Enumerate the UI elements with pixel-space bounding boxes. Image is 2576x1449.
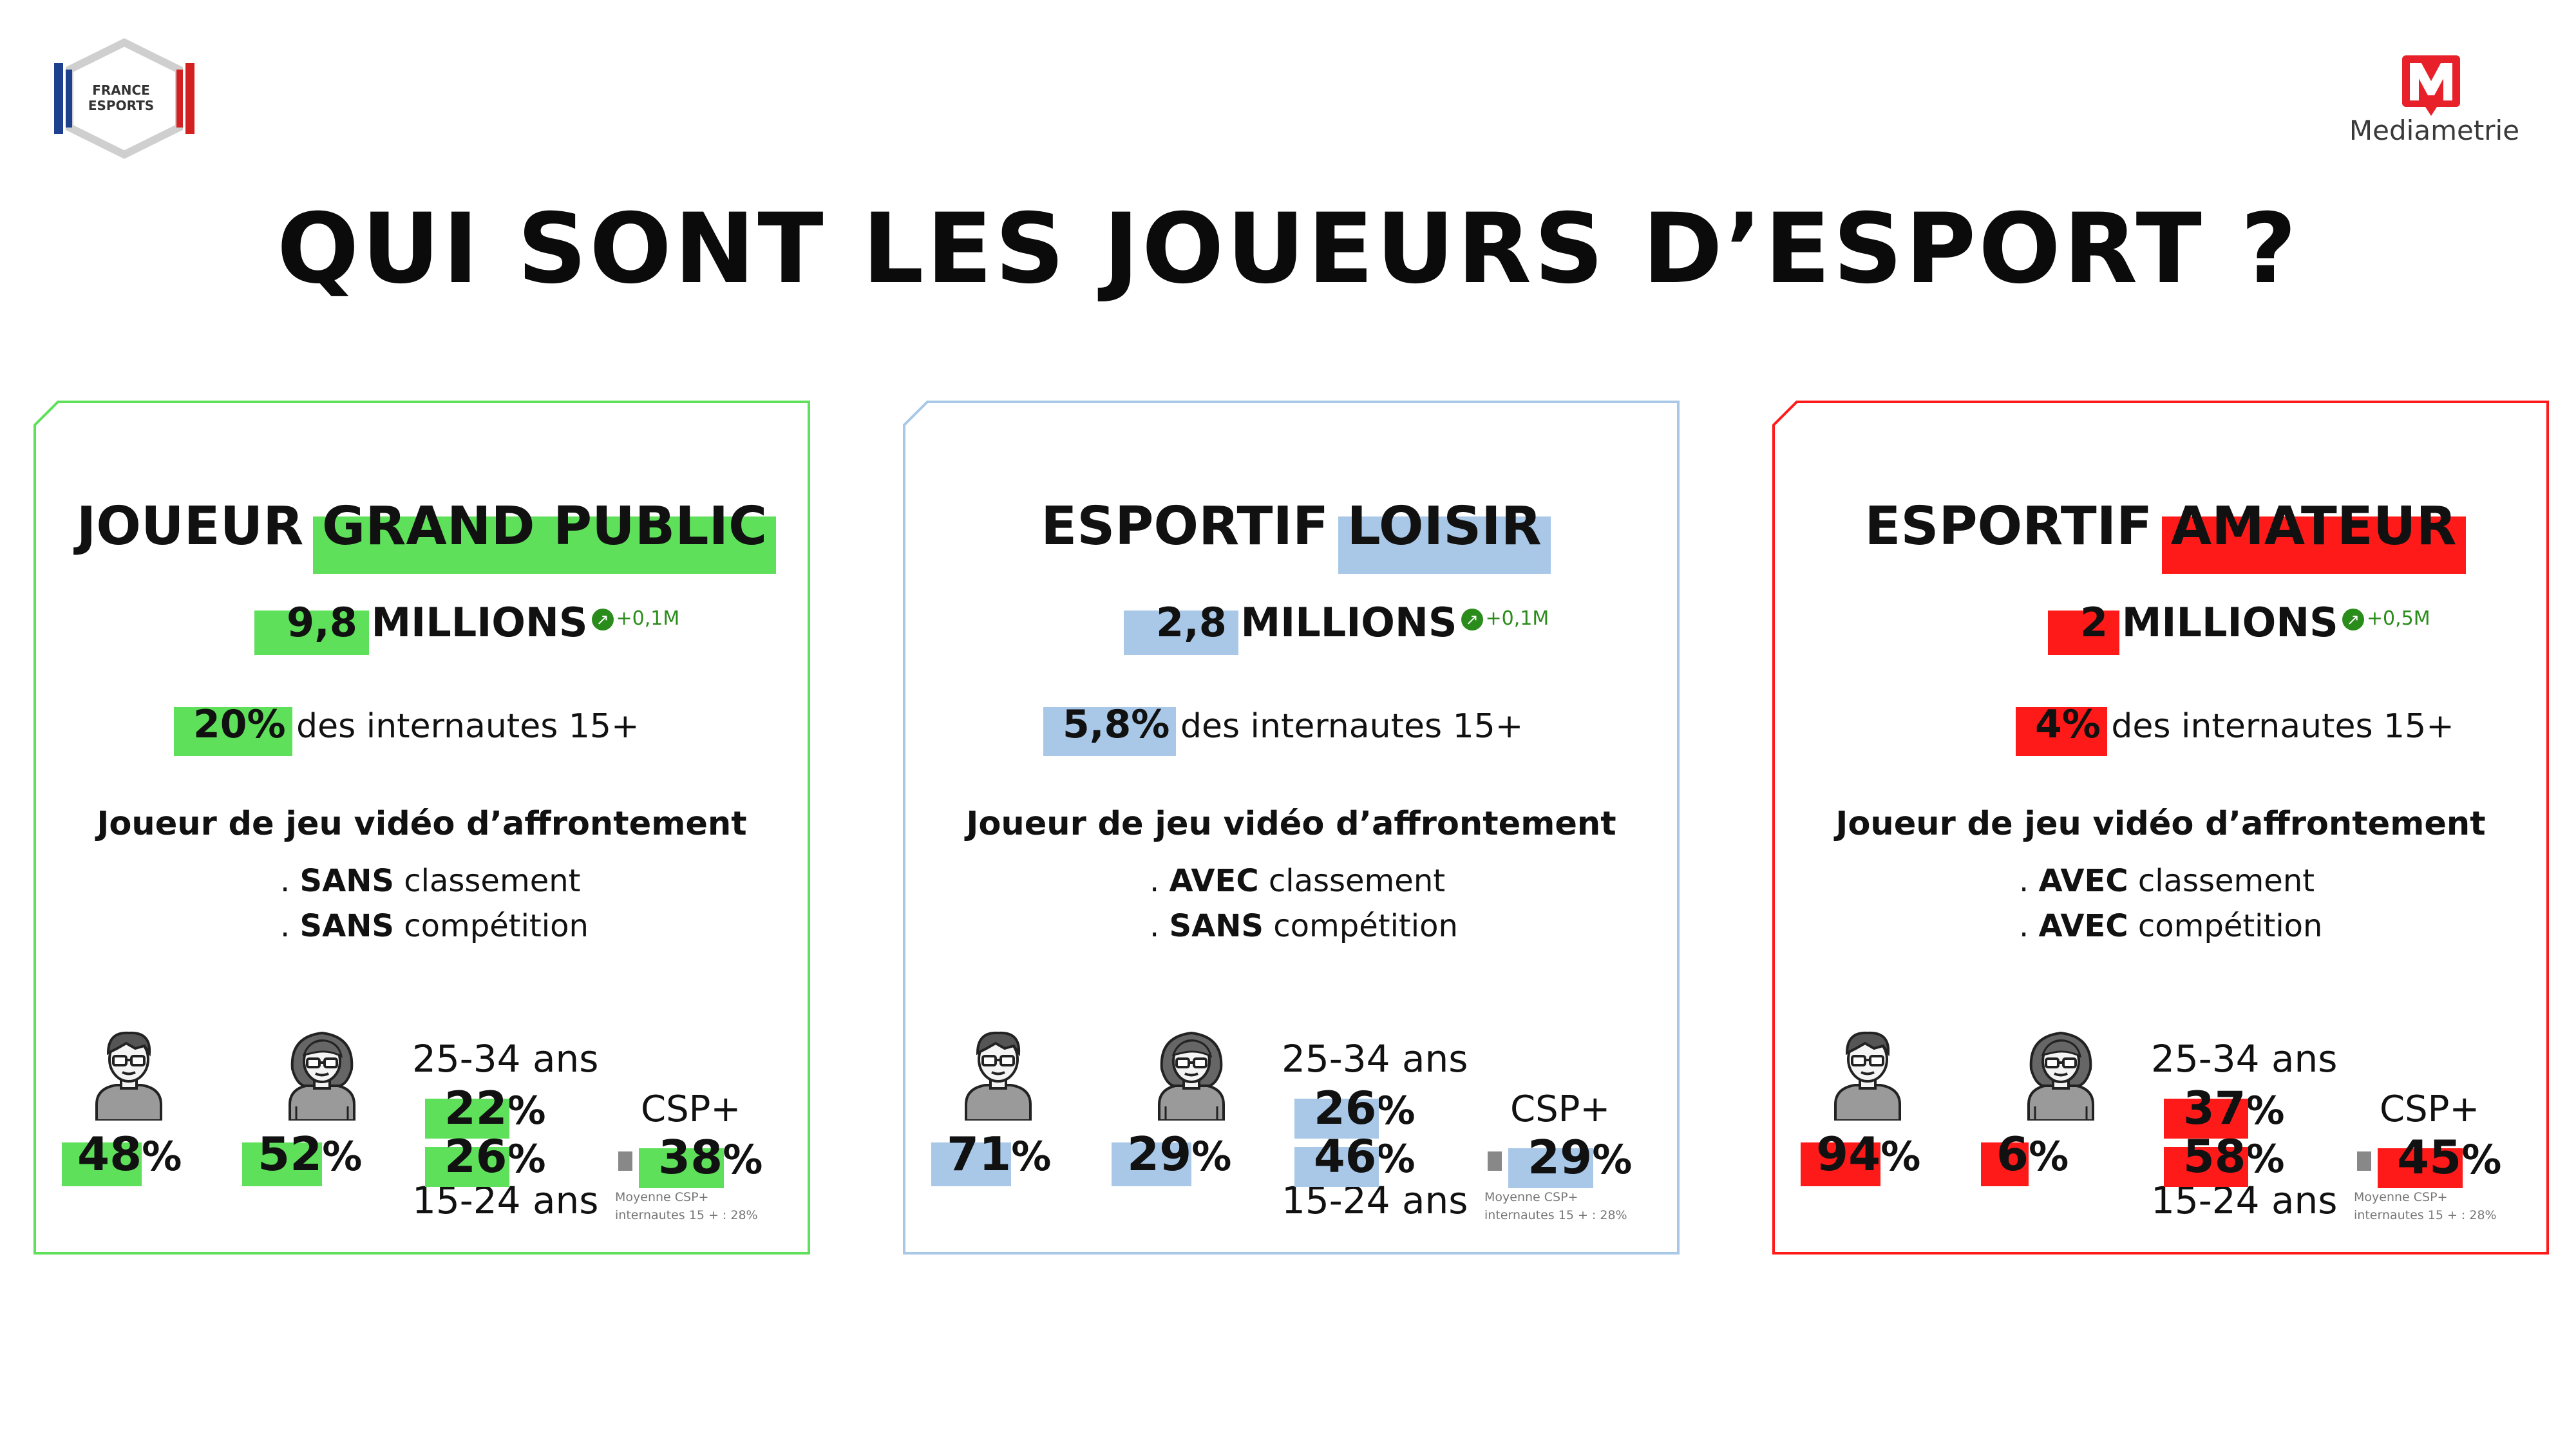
mediametrie-m-logo: [2402, 55, 2460, 116]
male-share: 48%: [61, 1127, 182, 1186]
card-grand-public: JOUEUR GRAND PUBLIC 9,8 MILLIONS ↗ +0,1M 2…: [32, 399, 811, 1256]
csp-average-note: Moyenne CSP+ internautes 15 + : 28%: [2354, 1190, 2497, 1222]
age-share-15-24: 58%: [2163, 1130, 2285, 1187]
age-share-15-24: 46%: [1294, 1130, 1416, 1187]
arrow-up-right-icon: ↗: [591, 609, 614, 630]
csp-plus-label: CSP+: [641, 1088, 741, 1130]
segment-description: Joueur de jeu vidéo d’affrontement: [1835, 805, 2486, 843]
segment-title-highlight: GRAND PUBLIC: [312, 496, 777, 574]
internet-users-share: 5,8% des internautes 15+: [1043, 702, 1524, 756]
csp-plus-share: 29%: [1488, 1130, 1632, 1188]
male-gamer-icon: [1829, 1024, 1906, 1122]
france-esports-wordmark: FRANCE ESPORTS: [88, 82, 155, 113]
csp-plus-label: CSP+: [2380, 1088, 2480, 1130]
player-count: 9,8 MILLIONS ↗ +0,1M: [254, 599, 680, 655]
segment-title: JOUEUR GRAND PUBLIC: [76, 496, 777, 574]
csp-plus-share: 45%: [2357, 1130, 2501, 1188]
growth-delta: ↗ +0,1M: [1461, 607, 1549, 630]
card-border: [1772, 401, 2549, 1255]
competition-rule: . SANS compétition: [280, 908, 589, 944]
competition-rule: . AVEC compétition: [2019, 908, 2323, 944]
male-gamer-icon: [960, 1024, 1037, 1122]
arrow-up-right-icon: ↗: [1461, 609, 1483, 630]
internet-users-share: 4% des internautes 15+: [2016, 702, 2454, 756]
ranking-rule: . AVEC classement: [2019, 863, 2315, 899]
female-share: 52%: [242, 1127, 363, 1186]
female-gamer-icon: [2022, 1024, 2099, 1122]
player-count: 2 MILLIONS ↗ +0,5M: [2047, 599, 2430, 655]
csp-average-marker: [1488, 1151, 1502, 1171]
age-label-25-34: 25-34 ans: [2151, 1037, 2338, 1081]
segment-description: Joueur de jeu vidéo d’affrontement: [97, 805, 747, 843]
csp-average-note: Moyenne CSP+ internautes 15 + : 28%: [1484, 1190, 1627, 1222]
card-border: [33, 401, 810, 1255]
internet-users-share: 20% des internautes 15+: [174, 702, 639, 756]
male-share: 94%: [1800, 1127, 1921, 1186]
female-share: 6%: [1980, 1127, 2069, 1186]
age-label-25-34: 25-34 ans: [412, 1037, 599, 1081]
age-share-25-34: 26%: [1294, 1082, 1416, 1139]
player-count: 2,8 MILLIONS ↗ +0,1M: [1124, 599, 1549, 655]
age-label-25-34: 25-34 ans: [1282, 1037, 1468, 1081]
csp-average-note: Moyenne CSP+ internautes 15 + : 28%: [615, 1190, 758, 1222]
female-gamer-icon: [1153, 1024, 1230, 1122]
segment-description: Joueur de jeu vidéo d’affrontement: [966, 805, 1616, 843]
male-share: 71%: [931, 1127, 1052, 1186]
arrow-up-right-icon: ↗: [2342, 609, 2364, 630]
csp-average-marker: [2357, 1151, 2371, 1171]
csp-plus-label: CSP+: [1510, 1088, 1611, 1130]
segment-title-highlight: LOISIR: [1338, 496, 1551, 574]
female-share: 29%: [1111, 1127, 1232, 1186]
page-title: QUI SONT LES JOUEURS D’ESPORT ?: [276, 193, 2300, 305]
france-esports-hexagon-logo: [54, 38, 194, 159]
card-loisir: ESPORTIF LOISIR 2,8 MILLIONS ↗ +0,1M 5,8% …: [902, 399, 1681, 1256]
segment-title: ESPORTIF AMATEUR: [1864, 496, 2466, 574]
mediametrie-wordmark: Mediametrie: [2349, 115, 2520, 146]
growth-delta: ↗ +0,1M: [591, 607, 679, 630]
segment-title-highlight: AMATEUR: [2161, 496, 2466, 574]
competition-rule: . SANS compétition: [1150, 908, 1458, 944]
growth-delta: ↗ +0,5M: [2342, 607, 2430, 630]
csp-plus-share: 38%: [618, 1130, 762, 1188]
age-share-15-24: 26%: [424, 1130, 546, 1187]
male-gamer-icon: [90, 1024, 167, 1122]
csp-average-marker: [618, 1151, 632, 1171]
card-border: [903, 401, 1680, 1255]
age-share-25-34: 37%: [2163, 1082, 2285, 1139]
ranking-rule: . AVEC classement: [1150, 863, 1446, 899]
card-amateur: ESPORTIF AMATEUR 2 MILLIONS ↗ +0,5M 4% des…: [1771, 399, 2550, 1256]
female-gamer-icon: [283, 1024, 361, 1122]
ranking-rule: . SANS classement: [280, 863, 581, 899]
segment-title: ESPORTIF LOISIR: [1041, 496, 1551, 574]
age-share-25-34: 22%: [424, 1082, 546, 1139]
